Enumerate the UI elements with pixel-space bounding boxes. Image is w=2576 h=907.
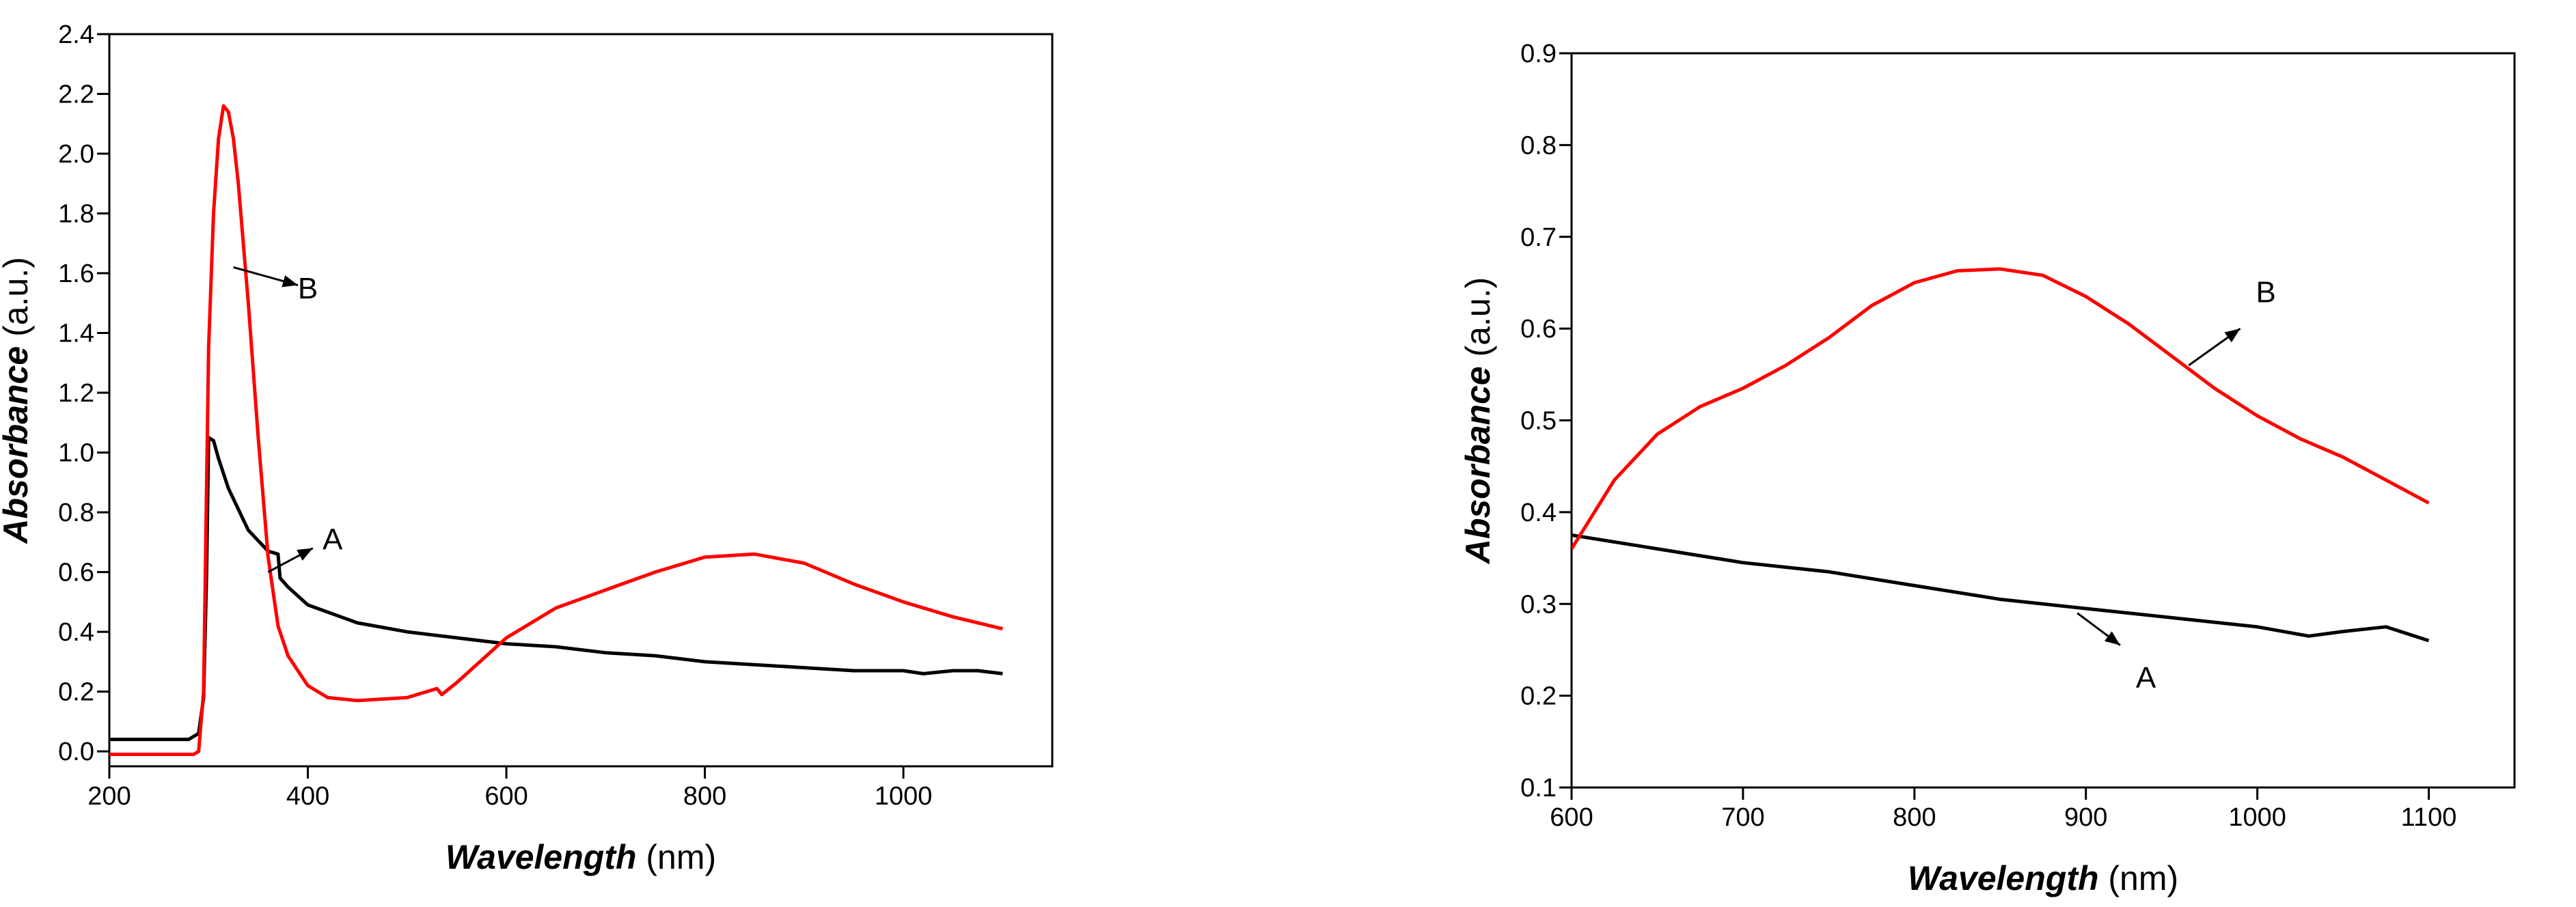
series-B-line — [1572, 267, 2430, 550]
x-tick-label: 400 — [286, 782, 329, 811]
y-tick-label: 1.6 — [58, 260, 94, 288]
y-tick-label: 0.6 — [58, 559, 94, 587]
x-tick-label: 1000 — [875, 782, 933, 811]
series-B-label: B — [298, 272, 318, 305]
y-tick-label: 0.3 — [1520, 590, 1557, 619]
plot-frame — [108, 33, 1054, 768]
x-axis-title: Wavelength (nm) — [1908, 859, 2178, 897]
x-tick-label: 1000 — [2228, 803, 2286, 832]
y-tick-label: 1.2 — [58, 379, 94, 408]
x-axis-title: Wavelength (nm) — [446, 838, 716, 876]
annotation-A-arrow-head — [297, 548, 313, 561]
chart-panel-2: 600 700 800 900 1000 1100 0.1 0.2 0.3 0.4 0.5 0.6 0.… — [1459, 40, 2516, 897]
annotation-B-arrow-head — [2224, 329, 2241, 343]
series-A-line — [1572, 533, 2430, 643]
annotation-B-arrow-head — [282, 275, 298, 288]
y-tick-label: 1.8 — [58, 200, 94, 229]
series-A-label: A — [323, 522, 343, 556]
y-axis-title: Absorbance (a.u.) — [0, 257, 35, 545]
x-tick-label: 1100 — [2401, 803, 2457, 832]
series-B-label: B — [2256, 275, 2276, 309]
y-tick-label: 0.4 — [1520, 499, 1557, 527]
y-tick-label: 2.2 — [58, 81, 94, 109]
y-tick-label: 0.2 — [1520, 682, 1557, 711]
y-tick-label: 0.8 — [1520, 131, 1557, 160]
y-tick-label: 0.5 — [1520, 407, 1557, 436]
y-tick-label: 1.0 — [58, 439, 94, 468]
x-tick-label: 800 — [683, 782, 726, 811]
y-tick-label: 0.6 — [1520, 315, 1557, 344]
y-tick-label: 0.0 — [58, 738, 94, 766]
y-tick-label: 0.4 — [58, 618, 94, 647]
x-tick-label: 600 — [1550, 803, 1593, 832]
y-tick-label: 0.7 — [1520, 223, 1557, 252]
y-tick-label: 1.4 — [58, 320, 94, 348]
y-axis-title: Absorbance (a.u.) — [1459, 277, 1497, 566]
annotation-A-arrow-head — [2104, 631, 2120, 645]
y-tick-label: 2.4 — [58, 20, 94, 49]
x-tick-label: 800 — [1893, 803, 1936, 832]
x-tick-label: 900 — [2064, 803, 2107, 832]
x-tick-label: 200 — [87, 782, 131, 811]
y-tick-label: 0.9 — [1520, 40, 1557, 68]
y-tick-label: 0.2 — [58, 678, 94, 707]
y-tick-label: 2.0 — [58, 140, 94, 169]
y-tick-label: 0.8 — [58, 499, 94, 527]
x-tick-label: 600 — [484, 782, 527, 811]
y-tick-label: 0.1 — [1520, 774, 1557, 803]
chart-panel-1: 200 400 600 800 1000 0.0 0.2 0.4 0.6 0.8 1.0 1.2 1.4… — [0, 20, 1054, 876]
series-B-line — [109, 104, 1003, 756]
x-tick-label: 700 — [1721, 803, 1764, 832]
series-A-label: A — [2136, 661, 2156, 695]
